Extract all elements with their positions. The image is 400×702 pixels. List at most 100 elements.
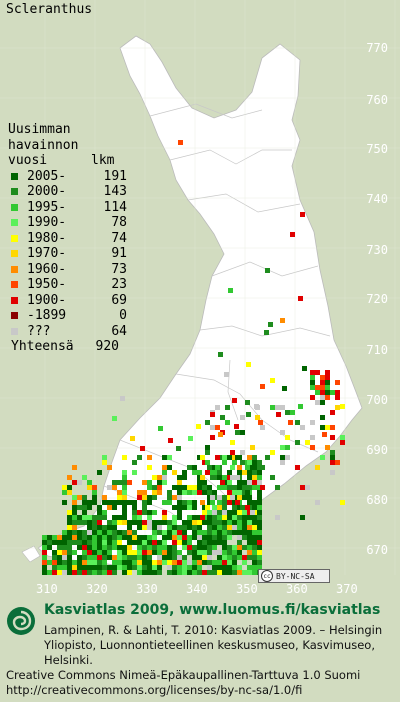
occurrence-square (325, 375, 330, 380)
occurrence-square (300, 425, 305, 430)
occurrence-square (112, 500, 117, 505)
occurrence-square (172, 515, 177, 520)
occurrence-square (192, 555, 197, 560)
occurrence-square (157, 570, 162, 575)
occurrence-square (207, 485, 212, 490)
occurrence-square (62, 570, 67, 575)
occurrence-square (182, 490, 187, 495)
occurrence-square (252, 460, 257, 465)
occurrence-square (97, 515, 102, 520)
occurrence-square (237, 520, 242, 525)
occurrence-square (268, 322, 273, 327)
occurrence-square (237, 515, 242, 520)
occurrence-square (152, 485, 157, 490)
legend-row: 1980- 74 (8, 231, 127, 247)
legend-swatch (11, 296, 18, 304)
license-text: Creative Commons Nimeä-Epäkaupallinen-Ta… (6, 668, 360, 698)
occurrence-square (192, 520, 197, 525)
occurrence-square (212, 465, 217, 470)
occurrence-square (242, 515, 247, 520)
occurrence-square (222, 570, 227, 575)
occurrence-square (172, 485, 177, 490)
occurrence-square (147, 465, 152, 470)
occurrence-square (147, 525, 152, 530)
occurrence-square (157, 485, 162, 490)
occurrence-square (237, 510, 242, 515)
occurrence-square (310, 385, 315, 390)
occurrence-square (242, 525, 247, 530)
occurrence-square (212, 535, 217, 540)
occurrence-square (147, 535, 152, 540)
occurrence-square (157, 560, 162, 565)
occurrence-square (127, 565, 132, 570)
occurrence-square (340, 404, 345, 409)
occurrence-square (200, 475, 205, 480)
occurrence-square (242, 480, 247, 485)
occurrence-square (232, 515, 237, 520)
occurrence-square (67, 570, 72, 575)
occurrence-square (192, 500, 197, 505)
occurrence-square (252, 505, 257, 510)
occurrence-square (177, 535, 182, 540)
occurrence-square (127, 555, 132, 560)
occurrence-square (257, 555, 262, 560)
occurrence-square (107, 550, 112, 555)
occurrence-square (82, 535, 87, 540)
occurrence-square (92, 540, 97, 545)
occurrence-square (222, 525, 227, 530)
occurrence-square (187, 550, 192, 555)
license-url[interactable]: http://creativecommons.org/licenses/by-n… (6, 683, 303, 697)
legend-swatch (11, 265, 18, 273)
occurrence-square (117, 500, 122, 505)
occurrence-square (82, 510, 87, 515)
occurrence-square (137, 520, 142, 525)
occurrence-square (178, 140, 183, 145)
occurrence-square (122, 470, 127, 475)
occurrence-square (167, 530, 172, 535)
occurrence-square (202, 545, 207, 550)
occurrence-square (57, 545, 62, 550)
occurrence-square (92, 525, 97, 530)
occurrence-square (275, 485, 280, 490)
occurrence-square (97, 525, 102, 530)
finland-map[interactable] (0, 0, 400, 600)
occurrence-square (192, 505, 197, 510)
occurrence-square (162, 455, 167, 460)
occurrence-square (67, 490, 72, 495)
occurrence-square (182, 535, 187, 540)
occurrence-square (227, 565, 232, 570)
y-tick-750: 750 (366, 142, 388, 156)
occurrence-square (242, 520, 247, 525)
occurrence-square (147, 510, 152, 515)
legend-period: 2000- (27, 184, 67, 199)
occurrence-square (107, 565, 112, 570)
occurrence-square (172, 540, 177, 545)
occurrence-square (276, 412, 281, 417)
occurrence-square (162, 480, 167, 485)
occurrence-square (132, 520, 137, 525)
occurrence-square (187, 525, 192, 530)
occurrence-square (147, 480, 152, 485)
occurrence-square (290, 232, 295, 237)
cc-license-badge[interactable]: cc BY-NC-SA (258, 569, 330, 583)
occurrence-square (97, 540, 102, 545)
occurrence-square (102, 550, 107, 555)
occurrence-square (147, 540, 152, 545)
kasviatlas-title[interactable]: Kasviatlas 2009, www.luomus.fi/kasviatla… (44, 602, 381, 618)
occurrence-square (162, 555, 167, 560)
occurrence-square (232, 560, 237, 565)
occurrence-square (257, 470, 262, 475)
occurrence-square (227, 530, 232, 535)
occurrence-square (227, 545, 232, 550)
occurrence-square (227, 500, 232, 505)
occurrence-square (310, 445, 315, 450)
occurrence-square (167, 535, 172, 540)
occurrence-square (247, 500, 252, 505)
occurrence-square (77, 480, 82, 485)
y-tick-690: 690 (366, 443, 388, 457)
occurrence-square (197, 565, 202, 570)
occurrence-square (177, 500, 182, 505)
legend-count: 23 (111, 277, 127, 292)
occurrence-square (207, 550, 212, 555)
legend-swatch (11, 281, 18, 289)
